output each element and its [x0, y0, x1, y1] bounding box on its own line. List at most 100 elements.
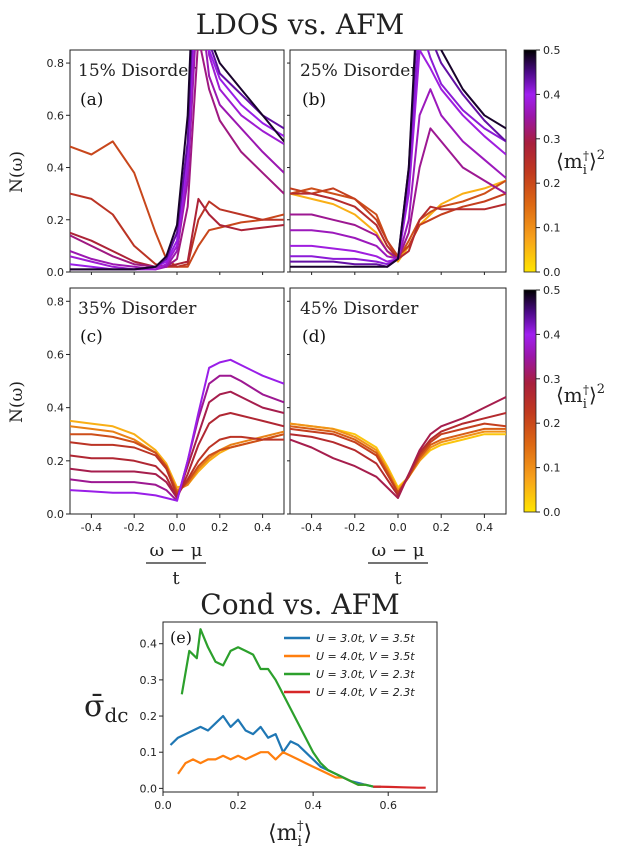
- colorbar-mid-label: ⟨mi†⟩2: [556, 382, 605, 412]
- panel-b-series-line-8: [290, 179, 506, 263]
- panel-e-ytick-label-3: 0.3: [140, 674, 158, 687]
- panel-c-series-group: [70, 358, 284, 502]
- panel-b-series-line-0: [290, 50, 506, 268]
- panel-c-series-line-0: [70, 358, 284, 502]
- xlabel-right-numerator: ω − μ: [372, 540, 425, 561]
- panel-a-series-line-8: [70, 197, 284, 268]
- panel-b: 25% Disorder (b): [289, 49, 507, 273]
- panel-b-title: 25% Disorder: [300, 61, 419, 81]
- colorbar-mid-tick-label-1: 0.1: [543, 462, 561, 475]
- panel-a-ytick-label-1: 0.2: [47, 214, 65, 227]
- ylabel-mid: N(ω): [7, 381, 27, 423]
- panel-b-series-line-3: [290, 50, 506, 263]
- colorbar-mid: 0.0 0.1 0.2 0.3 0.4 0.5 ⟨mi†⟩2: [523, 284, 605, 519]
- panel-a-title: 15% Disorder: [78, 61, 197, 81]
- panel-b-series-line-7: [290, 187, 506, 258]
- panel-c-series-line-2: [70, 390, 284, 499]
- panel-e-frame: [162, 621, 438, 793]
- panel-c-ytick-label-0: 0.0: [47, 508, 65, 521]
- colorbar-top-tick-label-5: 0.5: [543, 44, 561, 57]
- panel-c-ytick-label-1: 0.2: [47, 455, 65, 468]
- panel-e-series-line-3: [373, 785, 426, 789]
- panel-c-ytick-label-2: 0.4: [47, 402, 65, 415]
- colorbar-top-tick-label-0: 0.0: [543, 266, 561, 279]
- panel-d-xtick-label-0: -0.4: [301, 521, 322, 534]
- panel-b-series-group: [290, 50, 506, 268]
- panel-a-ytick-label-3: 0.6: [47, 109, 65, 122]
- panel-a-ytick-label-4: 0.8: [47, 57, 65, 70]
- panel-e-series-line-0: [169, 714, 381, 788]
- panel-b-label: (b): [302, 90, 326, 110]
- panel-c-xtick-label-0: -0.4: [81, 521, 102, 534]
- panel-e-legend: U = 3.0t, V = 3.5t U = 4.0t, V = 3.5t U = …: [284, 632, 415, 699]
- panel-a-series-group: [70, 50, 284, 271]
- panel-e-ylabel: σ̄dc: [84, 689, 129, 727]
- panel-d-xtick-label-2: 0.0: [389, 521, 407, 534]
- panel-e-ylabel-text: σ̄dc: [84, 689, 129, 727]
- panel-c-frame: [69, 287, 285, 515]
- panel-e-xtick-label-1: 0.2: [229, 799, 247, 812]
- panel-c-xtick-label-1: -0.2: [123, 521, 144, 534]
- panel-d-title: 45% Disorder: [300, 299, 419, 319]
- panel-d-xtick-label-1: -0.2: [344, 521, 365, 534]
- colorbar-top: 0.0 0.1 0.2 0.3 0.4 0.5 ⟨mi†⟩2: [523, 44, 605, 279]
- panel-e-ytick-label-0: 0.0: [140, 782, 158, 795]
- colorbar-top-tick-label-3: 0.3: [543, 133, 561, 146]
- legend-label-0: U = 3.0t, V = 3.5t: [316, 632, 415, 645]
- panel-d: 45% Disorder (d): [289, 287, 507, 515]
- panel-c-title: 35% Disorder: [78, 299, 197, 319]
- panel-c-ytick-label-4: 0.8: [47, 295, 65, 308]
- panel-a-ytick-label-2: 0.4: [47, 162, 65, 175]
- panel-a-series-line-7: [70, 140, 284, 268]
- colorbar-top-label: ⟨mi†⟩2: [556, 148, 605, 178]
- panel-e-ytick-label-4: 0.4: [140, 638, 158, 651]
- panel-e-xlabel: ⟨mi†⟩: [268, 819, 312, 850]
- colorbar-mid-label-text: ⟨mi†⟩2: [556, 382, 605, 412]
- panel-a-series-line-4: [70, 50, 284, 271]
- panel-a-label: (a): [80, 90, 103, 110]
- colorbar-top-tick-label-1: 0.1: [543, 222, 561, 235]
- panel-d-xtick-label-3: 0.2: [432, 521, 450, 534]
- panel-b-series-line-5: [290, 127, 506, 260]
- panel-c-xtick-label-3: 0.2: [211, 521, 229, 534]
- ylabel-top: N(ω): [7, 151, 27, 193]
- panel-e-xtick-label-0: 0.0: [154, 799, 172, 812]
- panel-e-ytick-label-2: 0.2: [140, 710, 158, 723]
- colorbar-top-tick-label-4: 0.4: [543, 88, 561, 101]
- panel-c-xtick-label-4: 0.4: [254, 521, 272, 534]
- panel-d-series-group: [290, 396, 506, 499]
- legend-label-3: U = 4.0t, V = 2.3t: [316, 686, 415, 699]
- colorbar-mid-tick-label-2: 0.2: [543, 417, 561, 430]
- panel-c-label: (c): [80, 327, 103, 347]
- xlabel-left: ω − μ t: [146, 540, 206, 589]
- xlabel-right: ω − μ t: [368, 540, 428, 589]
- panel-b-series-line-6: [290, 192, 506, 260]
- xlabel-left-denominator: t: [172, 568, 180, 589]
- panel-d-series-line-0: [290, 396, 506, 499]
- colorbar-mid-tick-label-5: 0.5: [543, 284, 561, 297]
- panel-c-series-line-3: [70, 412, 284, 499]
- panel-c-series-line-4: [70, 435, 284, 497]
- legend-label-2: U = 3.0t, V = 2.3t: [316, 668, 415, 681]
- colorbar-top-gradient: [523, 49, 537, 273]
- panel-e-xtick-label-2: 0.4: [304, 799, 322, 812]
- panel-e: (e): [162, 621, 438, 793]
- panel-c-series-line-5: [70, 433, 284, 494]
- panel-b-series-line-2: [290, 50, 506, 266]
- colorbar-mid-tick-label-0: 0.0: [543, 506, 561, 519]
- panel-e-series-line-1: [177, 751, 366, 786]
- panel-e-series-line-2: [180, 628, 381, 788]
- panel-c-xtick-label-2: 0.0: [168, 521, 186, 534]
- panel-e-ytick-label-1: 0.1: [140, 746, 158, 759]
- panel-e-xlabel-text: ⟨mi†⟩: [268, 819, 312, 850]
- panel-d-label: (d): [302, 327, 326, 347]
- panel-c: 35% Disorder (c): [69, 287, 285, 515]
- colorbar-mid-tick-label-3: 0.3: [543, 373, 561, 386]
- panel-b-frame: [289, 49, 507, 273]
- panel-a-series-line-3: [70, 50, 284, 271]
- panel-c-series-line-6: [70, 425, 284, 492]
- bottom-title: Cond vs. AFM: [200, 588, 399, 621]
- panel-e-series-group: [169, 628, 426, 789]
- panel-a-ytick-label-0: 0.0: [47, 266, 65, 279]
